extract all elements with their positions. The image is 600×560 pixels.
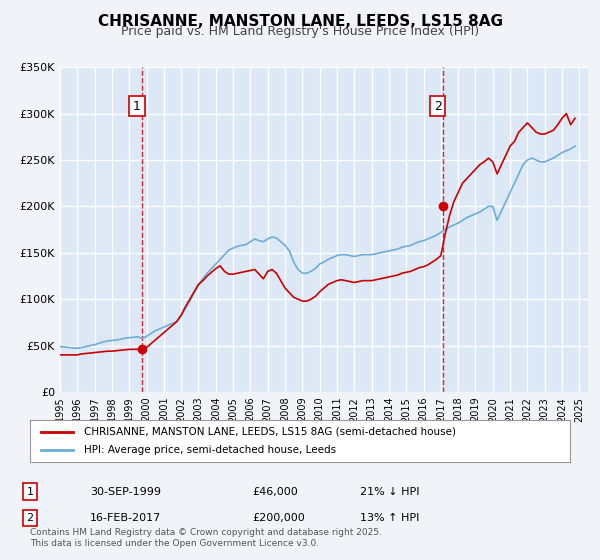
Text: CHRISANNE, MANSTON LANE, LEEDS, LS15 8AG (semi-detached house): CHRISANNE, MANSTON LANE, LEEDS, LS15 8AG… [84, 427, 456, 437]
Text: 13% ↑ HPI: 13% ↑ HPI [360, 513, 419, 523]
Text: HPI: Average price, semi-detached house, Leeds: HPI: Average price, semi-detached house,… [84, 445, 336, 455]
Text: £200,000: £200,000 [252, 513, 305, 523]
Text: CHRISANNE, MANSTON LANE, LEEDS, LS15 8AG: CHRISANNE, MANSTON LANE, LEEDS, LS15 8AG [97, 14, 503, 29]
Text: 1: 1 [133, 100, 141, 113]
Text: 2: 2 [26, 513, 34, 523]
Text: 1: 1 [26, 487, 34, 497]
Text: 16-FEB-2017: 16-FEB-2017 [90, 513, 161, 523]
Text: £46,000: £46,000 [252, 487, 298, 497]
Text: Contains HM Land Registry data © Crown copyright and database right 2025.
This d: Contains HM Land Registry data © Crown c… [30, 528, 382, 548]
Text: Price paid vs. HM Land Registry's House Price Index (HPI): Price paid vs. HM Land Registry's House … [121, 25, 479, 38]
Text: 21% ↓ HPI: 21% ↓ HPI [360, 487, 419, 497]
Text: 30-SEP-1999: 30-SEP-1999 [90, 487, 161, 497]
Text: 2: 2 [434, 100, 442, 113]
